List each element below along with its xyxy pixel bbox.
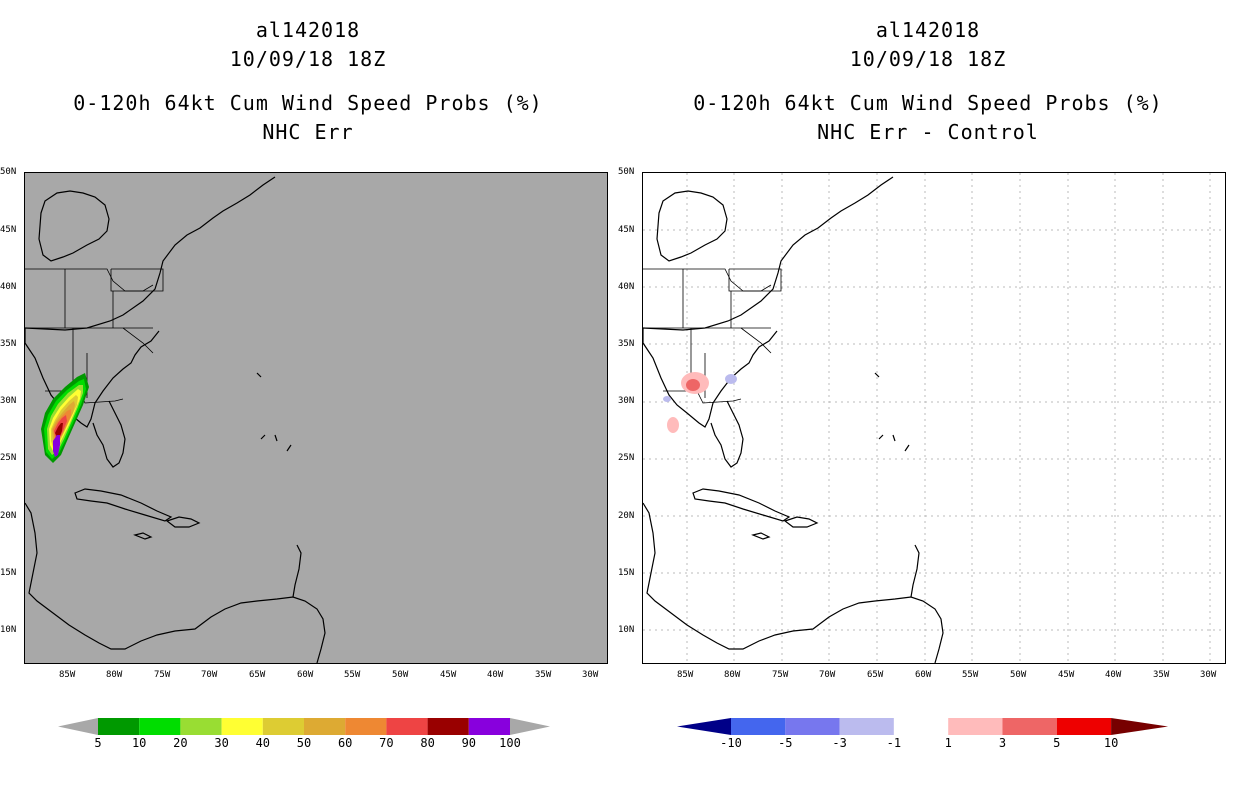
lon-label: 55W	[962, 670, 979, 680]
colorbar-label: 40	[255, 736, 271, 750]
colorbar-cell	[180, 718, 222, 735]
lon-label: 80W	[106, 670, 123, 680]
colorbar-label: 100	[499, 736, 521, 750]
storm-id: al142018	[875, 18, 981, 42]
lon-label: 75W	[772, 670, 789, 680]
lat-label: 45N	[618, 225, 635, 235]
colorbar-label: -5	[778, 736, 793, 750]
right-map	[642, 172, 1226, 664]
colorbar-cell	[98, 718, 140, 735]
lon-label: 50W	[392, 670, 409, 680]
colorbar-cell	[221, 718, 263, 735]
colorbar-cell	[262, 718, 304, 735]
coastlines	[643, 176, 944, 663]
colorbar-label: 1	[944, 736, 952, 750]
lat-label: 45N	[0, 225, 17, 235]
colorbar-label: 30	[214, 736, 229, 750]
lat-label: 40N	[0, 282, 17, 292]
colorbar-cell	[386, 718, 428, 735]
date-time: 10/09/18 18Z	[229, 47, 387, 71]
lon-label: 65W	[249, 670, 266, 680]
negative-difference-area	[663, 396, 671, 402]
colorbar-label: -1	[886, 736, 902, 750]
colorbar-label: 5	[94, 736, 102, 750]
state-borders	[25, 268, 164, 404]
lon-label: 70W	[819, 670, 836, 680]
lat-label: 50N	[0, 167, 17, 177]
colorbar-label: -3	[832, 736, 847, 750]
product-subtitle: NHC Err	[262, 120, 354, 144]
colorbar-high-arrow	[510, 718, 550, 735]
colorbar-label: 50	[296, 736, 312, 750]
lon-label: 60W	[297, 670, 314, 680]
lat-label: 30N	[0, 396, 17, 406]
colorbar-cell	[468, 718, 510, 735]
lon-label: 65W	[867, 670, 884, 680]
lon-label: 85W	[59, 670, 76, 680]
colorbar-label: -10	[720, 736, 742, 750]
lat-label: 25N	[618, 453, 635, 463]
lat-label: 10N	[618, 625, 635, 635]
lon-label: 70W	[201, 670, 218, 680]
lon-label: 35W	[1153, 670, 1170, 680]
lon-label: 40W	[487, 670, 504, 680]
lon-label: 40W	[1105, 670, 1122, 680]
difference-field	[663, 372, 737, 433]
colorbar-label: 10	[1103, 736, 1119, 750]
colorbar-cell	[304, 718, 346, 735]
colorbar-cell	[139, 718, 181, 735]
lon-label: 75W	[154, 670, 171, 680]
lat-label: 10N	[0, 625, 17, 635]
lat-label: 20N	[0, 511, 17, 521]
lat-label: 15N	[0, 568, 17, 578]
lon-label: 30W	[582, 670, 599, 680]
product-subtitle: NHC Err - Control	[817, 120, 1039, 144]
negative-difference-area	[725, 374, 737, 384]
colorbar-label: 70	[379, 736, 394, 750]
lon-label: 85W	[677, 670, 694, 680]
colorbar-label: 90	[461, 736, 477, 750]
lon-label: 80W	[724, 670, 741, 680]
lon-label: 45W	[1058, 670, 1075, 680]
colorbar-label: 20	[173, 736, 188, 750]
right-map-drawing	[643, 173, 1225, 663]
date-time: 10/09/18 18Z	[849, 47, 1007, 71]
lon-label: 45W	[440, 670, 457, 680]
lat-label: 35N	[0, 339, 17, 349]
colorbar-label: 3	[998, 736, 1007, 750]
lon-label: 55W	[344, 670, 361, 680]
colorbar-cell	[427, 718, 469, 735]
colorbar-label: 80	[420, 736, 435, 750]
probability-swath	[41, 373, 89, 463]
left-map	[24, 172, 608, 664]
lat-label: 15N	[618, 568, 635, 578]
product-name: 0-120h 64kt Cum Wind Speed Probs (%)	[73, 91, 543, 115]
lon-label: 50W	[1010, 670, 1027, 680]
lat-label: 30N	[618, 396, 635, 406]
colorbar-low-arrow	[58, 718, 98, 735]
lat-label: 40N	[618, 282, 635, 292]
state-borders	[643, 268, 782, 404]
positive-difference-core	[686, 379, 700, 391]
colorbar-label: 5	[1053, 736, 1061, 750]
lon-label: 60W	[915, 670, 932, 680]
colorbar-label: 60	[337, 736, 353, 750]
lon-label: 30W	[1200, 670, 1217, 680]
positive-difference-area	[667, 417, 679, 433]
lat-label: 35N	[618, 339, 635, 349]
lat-label: 25N	[0, 453, 17, 463]
lon-label: 35W	[535, 670, 552, 680]
coastlines	[25, 176, 326, 663]
storm-id: al142018	[255, 18, 361, 42]
colorbar-label: 10	[131, 736, 147, 750]
colorbar-cell	[345, 718, 387, 735]
product-name: 0-120h 64kt Cum Wind Speed Probs (%)	[693, 91, 1163, 115]
lat-label: 20N	[618, 511, 635, 521]
lat-label: 50N	[618, 167, 635, 177]
left-map-drawing	[25, 176, 326, 663]
gridlines	[643, 173, 1225, 663]
